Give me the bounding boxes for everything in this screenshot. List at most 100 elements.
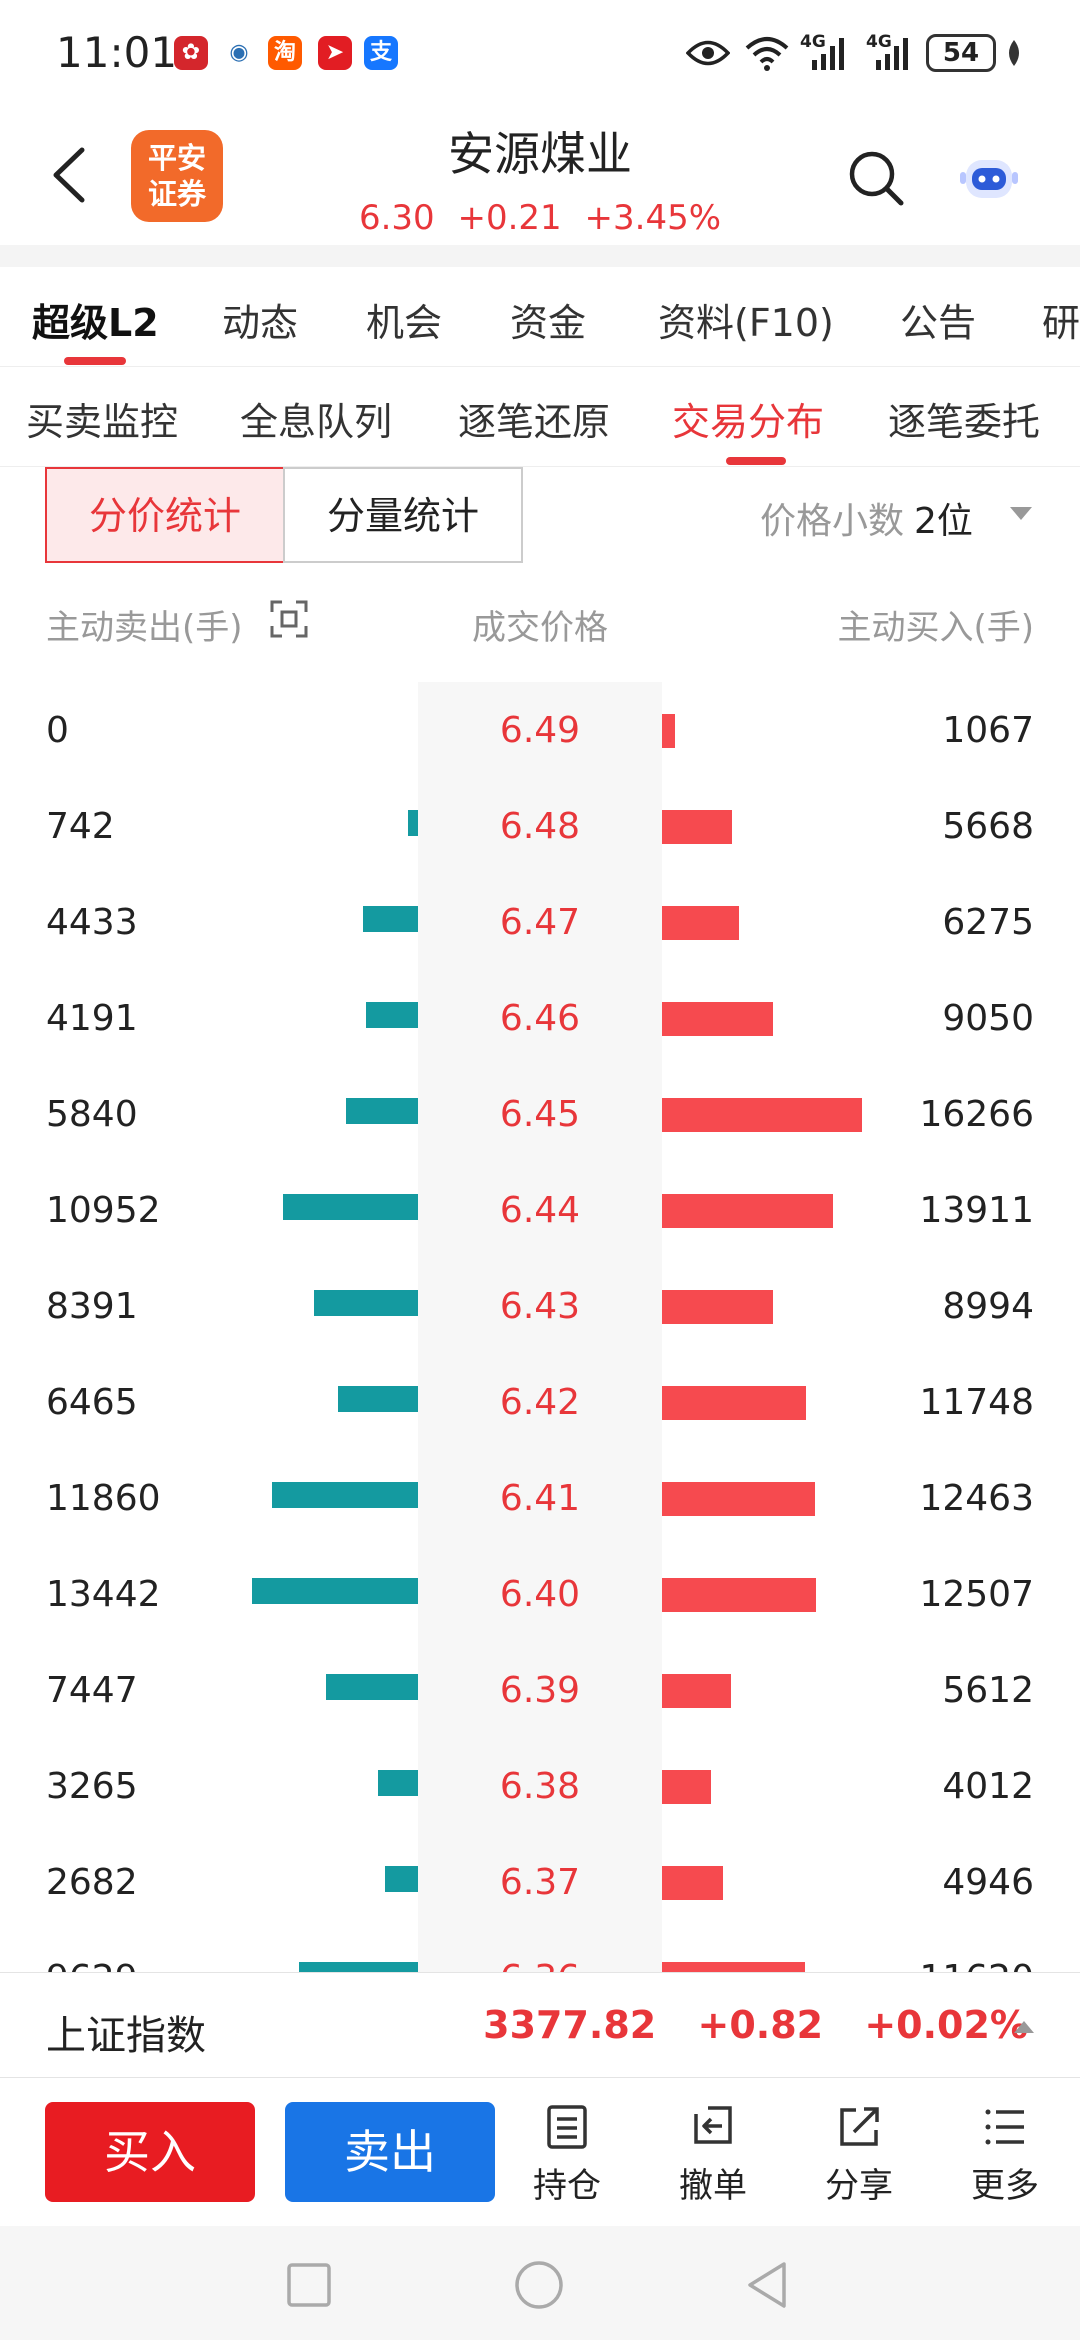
holdings-button[interactable]: 持仓 (512, 2102, 622, 2207)
buy-volume-bar (662, 1962, 805, 1972)
eye-icon (686, 40, 730, 66)
decimals-value: 2位 (914, 501, 973, 542)
search-icon[interactable] (846, 148, 906, 208)
col-trade-price: 成交价格 (472, 608, 608, 648)
recents-icon[interactable] (286, 2262, 332, 2308)
decimals-label: 价格小数 (760, 501, 905, 542)
trade-distribution-table[interactable]: 0 6.49 1067 742 6.48 5668 4433 6.47 6275 4191 6.46… (0, 682, 1080, 1972)
header-divider (0, 245, 1080, 267)
price-decimals-select[interactable]: 价格小数 2位 (760, 492, 973, 544)
buy-volume-bar (662, 1194, 833, 1228)
stock-price: 6.30 (358, 198, 435, 238)
sell-volume-bar (363, 906, 418, 932)
trade-price: 6.37 (499, 1862, 581, 1903)
stock-change: +0.21 (457, 198, 562, 238)
buy-volume: 12463 (919, 1478, 1034, 1519)
cancel-order-icon (694, 2106, 732, 2144)
more-button[interactable]: 更多 (950, 2102, 1060, 2207)
trade-price: 6.40 (499, 1574, 581, 1615)
table-row[interactable]: 5840 6.45 16266 (0, 1066, 1080, 1162)
back-nav-icon[interactable] (744, 2260, 790, 2310)
table-row[interactable]: 11860 6.41 12463 (0, 1450, 1080, 1546)
home-icon[interactable] (514, 2260, 564, 2310)
share-button[interactable]: 分享 (804, 2102, 914, 2207)
buy-volume-bar (662, 1770, 711, 1804)
subtab-orders[interactable]: 逐笔委托 (888, 400, 1041, 444)
buy-volume: 8994 (942, 1286, 1034, 1327)
signal-label-2: 4G (866, 32, 892, 52)
sell-volume: 11860 (46, 1478, 161, 1519)
sell-volume: 7447 (46, 1670, 138, 1711)
expand-icon[interactable] (268, 598, 310, 640)
table-row[interactable]: 2682 6.37 4946 (0, 1834, 1080, 1930)
holdings-icon (547, 2105, 587, 2149)
index-change: +0.82 (697, 2003, 824, 2047)
buy-volume-bar (662, 1482, 815, 1516)
index-values: 3377.82 +0.82 +0.02% (455, 2003, 1028, 2047)
index-name: 上证指数 (46, 2013, 206, 2059)
volume-stats-button[interactable]: 分量统计 (283, 467, 523, 563)
table-row[interactable]: 13442 6.40 12507 (0, 1546, 1080, 1642)
buy-volume: 9050 (942, 998, 1034, 1039)
trade-price: 6.42 (499, 1382, 581, 1423)
stock-quote: 6.30 +0.21 +3.45% (340, 198, 740, 238)
buy-volume-bar (662, 810, 732, 844)
sell-volume-bar (299, 1962, 418, 1972)
subtab-trade-distribution[interactable]: 交易分布 (672, 400, 825, 444)
logo-line-2: 证券 (147, 177, 206, 211)
col-active-sell: 主动卖出(手) (46, 608, 243, 648)
tab-dynamics[interactable]: 动态 (222, 301, 299, 345)
trade-price: 6.43 (499, 1286, 581, 1327)
stock-header: 平安 证券 安源煤业 6.30 +0.21 +3.45% (0, 110, 1080, 245)
trade-price: 6.46 (499, 998, 581, 1039)
table-row[interactable]: 6465 6.42 11748 (0, 1354, 1080, 1450)
cancel-order-button[interactable]: 撤单 (658, 2102, 768, 2207)
logo-line-1: 平安 (147, 141, 206, 175)
tab-research[interactable]: 研 (1042, 301, 1080, 345)
table-row[interactable]: 10952 6.44 13911 (0, 1162, 1080, 1258)
sell-volume: 13442 (46, 1574, 161, 1615)
buy-button[interactable]: 买入 (45, 2102, 255, 2202)
table-row[interactable]: 9629 6.36 11620 (0, 1930, 1080, 1972)
tab-opportunity[interactable]: 机会 (366, 301, 443, 345)
caret-down-icon (1010, 507, 1032, 520)
sub-tab-indicator (726, 457, 786, 465)
column-headers: 主动卖出(手) 成交价格 主动买入(手) (0, 590, 1080, 660)
battery-icon: 54 (926, 34, 996, 72)
red-app-icon: ➤ (318, 36, 352, 70)
subtab-queue[interactable]: 全息队列 (240, 400, 393, 444)
subtab-tick-restore[interactable]: 逐笔还原 (458, 400, 611, 444)
tab-announcements[interactable]: 公告 (900, 301, 977, 345)
buy-volume: 11620 (919, 1958, 1034, 1972)
signal-icon-2 (876, 38, 908, 70)
sell-button[interactable]: 卖出 (285, 2102, 495, 2202)
table-row[interactable]: 0 6.49 1067 (0, 682, 1080, 778)
buy-volume-bar (662, 906, 739, 940)
trade-action-bar: 买入 卖出 持仓 撤单 分享 更多 (0, 2078, 1080, 2226)
table-row[interactable]: 8391 6.43 8994 (0, 1258, 1080, 1354)
col-active-buy: 主动买入(手) (837, 608, 1034, 648)
sell-volume: 5840 (46, 1094, 138, 1135)
table-row[interactable]: 4191 6.46 9050 (0, 970, 1080, 1066)
table-row[interactable]: 3265 6.38 4012 (0, 1738, 1080, 1834)
tab-f10[interactable]: 资料(F10) (658, 301, 834, 345)
sell-volume-bar (378, 1770, 418, 1796)
ai-robot-icon[interactable] (956, 150, 1022, 206)
table-row[interactable]: 7447 6.39 5612 (0, 1642, 1080, 1738)
tab-super-l2[interactable]: 超级L2 (32, 301, 159, 345)
tab-funds[interactable]: 资金 (510, 301, 587, 345)
buy-volume-bar (662, 714, 675, 748)
more-icon (985, 2109, 1024, 2145)
buy-volume: 12507 (919, 1574, 1034, 1615)
subtab-monitor[interactable]: 买卖监控 (26, 400, 179, 444)
back-icon[interactable] (40, 140, 100, 210)
status-time: 11:01 (56, 28, 178, 77)
buy-volume: 1067 (942, 710, 1034, 751)
buy-volume: 16266 (919, 1094, 1034, 1135)
table-row[interactable]: 4433 6.47 6275 (0, 874, 1080, 970)
price-stats-button[interactable]: 分价统计 (45, 467, 285, 563)
buy-volume-bar (662, 1674, 731, 1708)
sell-volume-bar (385, 1866, 418, 1892)
index-ticker[interactable]: 上证指数 3377.82 +0.82 +0.02% (0, 1972, 1080, 2078)
table-row[interactable]: 742 6.48 5668 (0, 778, 1080, 874)
